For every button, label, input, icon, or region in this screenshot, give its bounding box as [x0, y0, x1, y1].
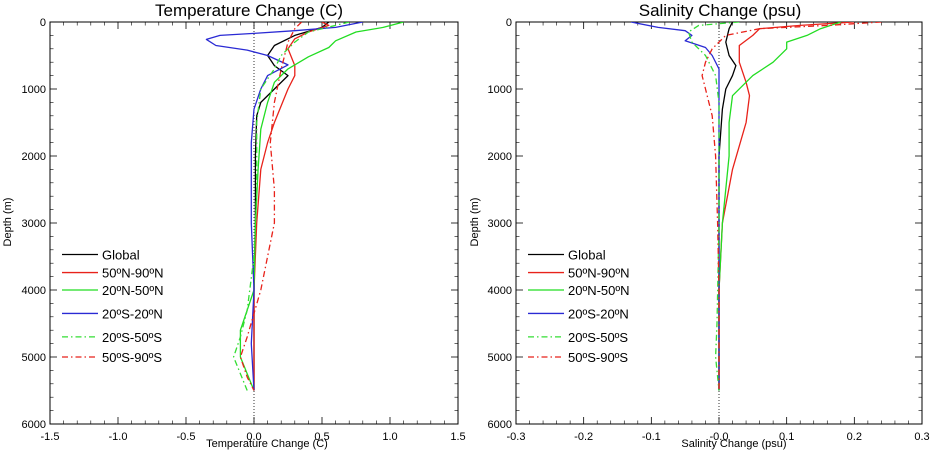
x-tick-label: 0.3 [914, 431, 929, 443]
x-tick-label: -0.5 [177, 431, 196, 443]
legend-label: Global [102, 247, 140, 262]
y-tick-label: 5000 [22, 352, 46, 364]
x-tick-label: 0.0 [246, 431, 261, 443]
legend-label: 50ºN-90ºN [102, 266, 164, 281]
salinity-ylabel: Depth (m) [469, 198, 481, 247]
legend-label: Global [568, 247, 606, 262]
series-line [205, 22, 363, 391]
legend-label: 20ºS-50ºS [102, 330, 162, 345]
legend-label: 20ºS-20ºN [568, 306, 629, 321]
y-tick-label: 0 [40, 17, 46, 29]
y-tick-label: 2000 [22, 151, 46, 163]
x-tick-label: -0.3 [507, 431, 526, 443]
y-tick-label: 1000 [488, 84, 512, 96]
legend-label: 20ºN-50ºN [568, 283, 630, 298]
temperature-xlabel: Temperature Change (C) [206, 438, 328, 450]
series-line [239, 22, 404, 391]
series-line [232, 22, 350, 391]
x-tick-label: 1.0 [382, 431, 397, 443]
series-line [253, 22, 330, 391]
legend-label: 50ºN-90ºN [568, 266, 630, 281]
salinity-xlabel: Salinity Change (psu) [681, 438, 786, 450]
salinity-title: Salinity Change (psu) [639, 1, 802, 20]
x-tick-label: -1.0 [109, 431, 128, 443]
series-line [630, 22, 720, 391]
x-tick-label: -0.0 [710, 431, 729, 443]
y-tick-label: 3000 [22, 218, 46, 230]
series-line [718, 22, 842, 391]
series-line [239, 22, 303, 391]
legend-label: 20ºS-20ºN [102, 306, 163, 321]
y-tick-label: 6000 [488, 419, 512, 431]
legend-label: 20ºS-50ºS [568, 330, 628, 345]
x-tick-label: 0.5 [314, 431, 329, 443]
legend-label: 50ºS-90ºS [568, 350, 628, 365]
x-tick-label: -0.2 [574, 431, 593, 443]
y-tick-label: 5000 [488, 352, 512, 364]
x-tick-label: -0.1 [642, 431, 661, 443]
series-line [718, 22, 855, 391]
y-tick-label: 4000 [22, 285, 46, 297]
y-tick-label: 6000 [22, 419, 46, 431]
x-tick-label: 1.5 [450, 431, 465, 443]
temperature-ylabel: Depth (m) [2, 198, 14, 247]
legend-label: 20ºN-50ºN [102, 283, 164, 298]
x-tick-label: -1.5 [41, 431, 60, 443]
series-line [253, 22, 330, 391]
y-tick-label: 2000 [488, 151, 512, 163]
y-tick-label: 3000 [488, 218, 512, 230]
legend-label: 50ºS-90ºS [102, 350, 162, 365]
salinity-panel: Salinity Change (psu) Salinity Change (p… [469, 1, 930, 450]
series-line [718, 22, 737, 391]
y-tick-label: 0 [506, 17, 512, 29]
temperature-panel: Temperature Change (C) Temperature Chang… [2, 1, 466, 450]
y-tick-label: 4000 [488, 285, 512, 297]
temperature-title: Temperature Change (C) [155, 1, 343, 20]
series-line [701, 22, 882, 391]
x-tick-label: 0.1 [779, 431, 794, 443]
y-tick-label: 1000 [22, 84, 46, 96]
x-tick-label: 0.2 [847, 431, 862, 443]
